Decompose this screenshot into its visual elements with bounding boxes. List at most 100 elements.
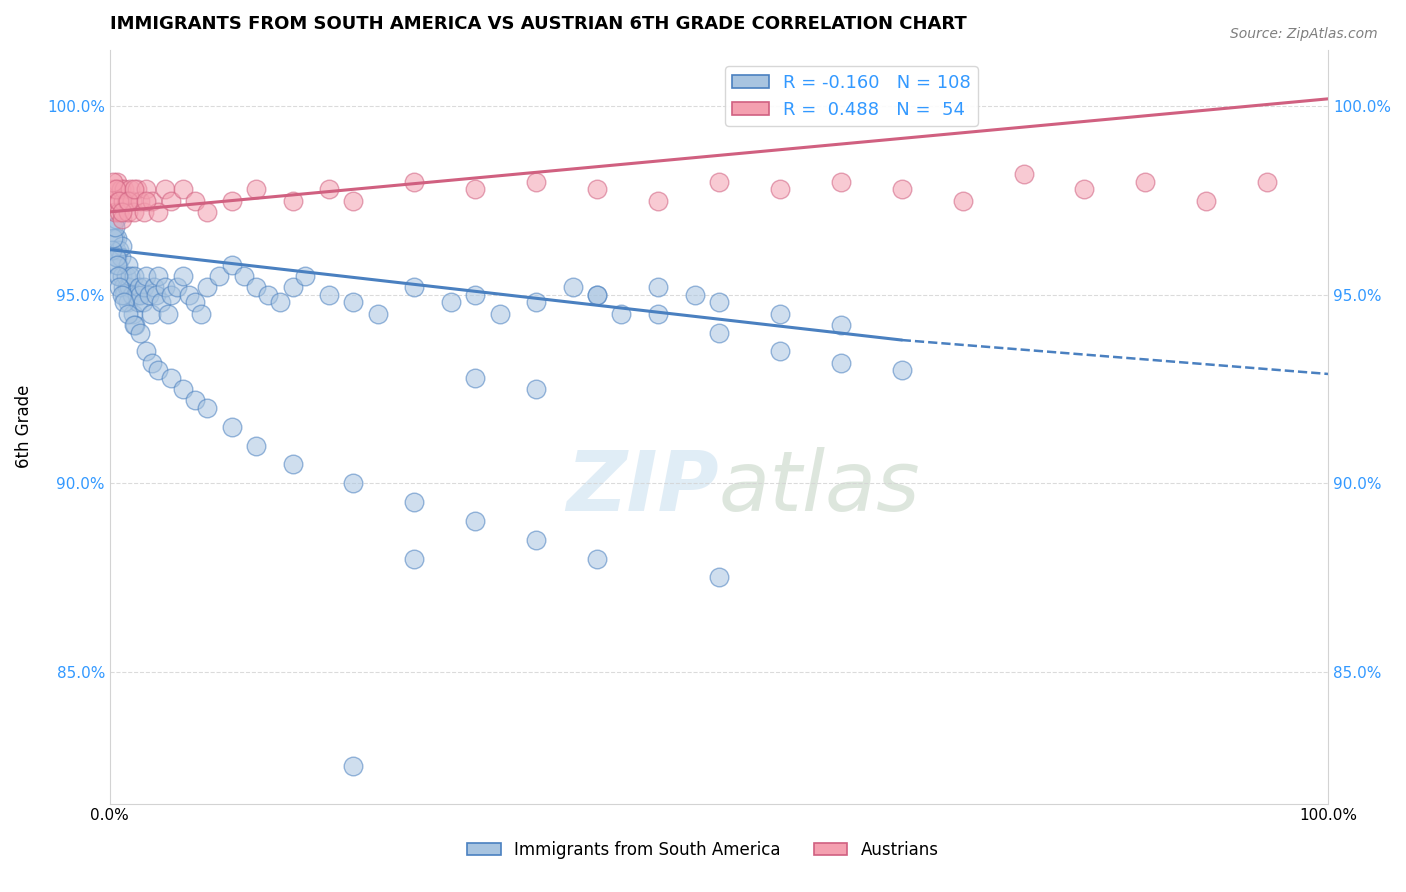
- Point: [125, 182, 148, 196]
- Point: [342, 194, 364, 208]
- Point: [103, 231, 125, 245]
- Point: [208, 268, 231, 283]
- Point: [318, 288, 340, 302]
- Point: [524, 382, 547, 396]
- Point: [221, 194, 243, 208]
- Point: [647, 280, 669, 294]
- Point: [145, 288, 167, 302]
- Point: [232, 268, 254, 283]
- Point: [890, 363, 912, 377]
- Point: [104, 250, 127, 264]
- Point: [124, 318, 146, 332]
- Point: [108, 243, 131, 257]
- Point: [104, 231, 127, 245]
- Point: [166, 280, 188, 294]
- Point: [111, 205, 134, 219]
- Point: [142, 280, 165, 294]
- Point: [121, 194, 143, 208]
- Point: [105, 250, 128, 264]
- Legend: R = -0.160   N = 108, R =  0.488   N =  54: R = -0.160 N = 108, R = 0.488 N = 54: [725, 66, 979, 126]
- Point: [122, 268, 145, 283]
- Point: [294, 268, 316, 283]
- Point: [153, 280, 176, 294]
- Point: [952, 194, 974, 208]
- Point: [153, 182, 176, 196]
- Point: [647, 194, 669, 208]
- Text: Source: ZipAtlas.com: Source: ZipAtlas.com: [1230, 27, 1378, 41]
- Point: [159, 194, 181, 208]
- Point: [318, 182, 340, 196]
- Point: [122, 182, 145, 196]
- Text: ZIP: ZIP: [567, 447, 718, 527]
- Point: [1135, 175, 1157, 189]
- Point: [117, 258, 139, 272]
- Point: [122, 307, 145, 321]
- Point: [135, 182, 157, 196]
- Point: [172, 182, 194, 196]
- Point: [121, 288, 143, 302]
- Point: [830, 318, 852, 332]
- Point: [830, 356, 852, 370]
- Point: [707, 295, 730, 310]
- Point: [104, 182, 127, 196]
- Point: [110, 250, 132, 264]
- Point: [1073, 182, 1095, 196]
- Point: [586, 288, 609, 302]
- Y-axis label: 6th Grade: 6th Grade: [15, 385, 32, 468]
- Point: [129, 288, 152, 302]
- Point: [105, 258, 128, 272]
- Point: [184, 393, 207, 408]
- Point: [112, 288, 135, 302]
- Point: [112, 182, 135, 196]
- Point: [132, 205, 155, 219]
- Point: [118, 280, 141, 294]
- Point: [148, 205, 170, 219]
- Point: [108, 194, 131, 208]
- Point: [404, 495, 426, 509]
- Point: [184, 194, 207, 208]
- Point: [120, 268, 142, 283]
- Point: [190, 307, 212, 321]
- Point: [342, 295, 364, 310]
- Point: [141, 307, 163, 321]
- Point: [281, 280, 304, 294]
- Point: [148, 268, 170, 283]
- Text: atlas: atlas: [718, 447, 921, 527]
- Point: [524, 175, 547, 189]
- Point: [524, 295, 547, 310]
- Point: [104, 243, 127, 257]
- Point: [132, 280, 155, 294]
- Point: [707, 570, 730, 584]
- Point: [122, 318, 145, 332]
- Point: [138, 288, 160, 302]
- Point: [112, 295, 135, 310]
- Point: [172, 268, 194, 283]
- Point: [115, 280, 138, 294]
- Legend: Immigrants from South America, Austrians: Immigrants from South America, Austrians: [461, 835, 945, 866]
- Point: [769, 307, 792, 321]
- Point: [159, 370, 181, 384]
- Point: [114, 268, 136, 283]
- Point: [245, 182, 267, 196]
- Point: [103, 219, 125, 234]
- Text: IMMIGRANTS FROM SOUTH AMERICA VS AUSTRIAN 6TH GRADE CORRELATION CHART: IMMIGRANTS FROM SOUTH AMERICA VS AUSTRIA…: [110, 15, 966, 33]
- Point: [111, 212, 134, 227]
- Point: [683, 288, 706, 302]
- Point: [707, 326, 730, 340]
- Point: [464, 288, 486, 302]
- Point: [184, 295, 207, 310]
- Point: [107, 258, 129, 272]
- Point: [129, 326, 152, 340]
- Point: [464, 370, 486, 384]
- Point: [127, 295, 149, 310]
- Point: [1012, 167, 1035, 181]
- Point: [404, 551, 426, 566]
- Point: [105, 231, 128, 245]
- Point: [111, 239, 134, 253]
- Point: [108, 205, 131, 219]
- Point: [120, 182, 142, 196]
- Point: [117, 205, 139, 219]
- Point: [108, 280, 131, 294]
- Point: [488, 307, 510, 321]
- Point: [769, 344, 792, 359]
